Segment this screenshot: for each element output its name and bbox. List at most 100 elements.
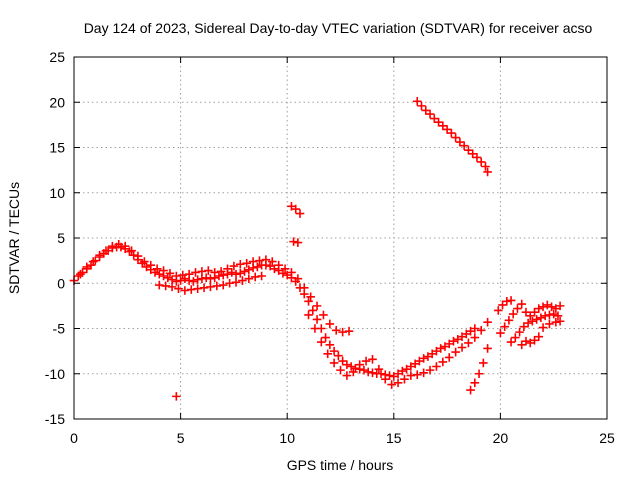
data-point (304, 297, 313, 306)
data-point (334, 351, 343, 360)
data-point (193, 275, 202, 284)
data-point (231, 278, 241, 287)
data-point (108, 241, 117, 251)
data-point (304, 310, 313, 320)
data-point (425, 365, 435, 375)
data-point (466, 385, 475, 395)
y-tick-label: 25 (49, 49, 65, 65)
data-point (140, 257, 149, 266)
data-point (325, 319, 335, 329)
data-point (472, 153, 482, 162)
x-tick-label: 15 (386, 430, 402, 446)
data-point (447, 128, 456, 138)
data-point (555, 301, 565, 311)
data-point (468, 149, 477, 159)
data-point (432, 362, 441, 371)
data-point (231, 269, 241, 279)
data-point (114, 240, 124, 249)
data-point (455, 137, 465, 147)
data-point (206, 274, 215, 284)
data-point (308, 306, 318, 315)
x-tick-label: 20 (493, 430, 509, 446)
data-point (235, 259, 245, 269)
x-tick-label: 10 (279, 430, 295, 446)
data-point (274, 260, 283, 270)
series-isolated-points (172, 202, 492, 401)
data-point (201, 273, 211, 283)
data-point (88, 257, 98, 266)
data-point (412, 97, 422, 106)
data-point (470, 324, 480, 333)
x-tick-label: 5 (177, 430, 185, 446)
data-point (193, 284, 202, 293)
data-point (517, 299, 527, 309)
data-point (306, 292, 315, 302)
data-point (481, 162, 490, 171)
data-point (425, 109, 435, 119)
data-point (295, 209, 305, 218)
data-point (434, 117, 443, 127)
data-point (197, 267, 207, 276)
data-point (470, 378, 480, 388)
data-point (199, 283, 209, 293)
data-point (511, 333, 520, 342)
data-point (479, 358, 488, 368)
data-point (146, 260, 156, 270)
data-point (355, 360, 364, 369)
data-point (385, 371, 394, 380)
data-point (470, 333, 480, 342)
data-point (293, 274, 303, 284)
data-point (555, 316, 565, 326)
data-point (82, 262, 92, 272)
data-point (502, 297, 512, 306)
data-point (457, 343, 467, 352)
data-marks (69, 97, 565, 401)
data-point (464, 338, 473, 348)
data-point (223, 264, 232, 274)
data-point (534, 332, 544, 341)
data-point (336, 365, 345, 375)
data-point (406, 371, 416, 380)
y-tick-label: -5 (53, 321, 66, 337)
data-point (287, 268, 296, 277)
data-point (506, 296, 516, 305)
x-tick-label: 25 (599, 430, 615, 446)
data-point (299, 283, 309, 293)
series-upper-band (76, 240, 354, 337)
data-point (129, 250, 138, 260)
data-point (344, 326, 354, 336)
data-point (500, 322, 509, 331)
y-tick-label: -10 (45, 366, 65, 382)
data-point (348, 367, 358, 377)
data-point (101, 246, 111, 255)
data-point (513, 304, 522, 313)
data-point (152, 264, 162, 274)
data-point (325, 340, 335, 350)
data-point (508, 309, 518, 319)
data-point (338, 356, 347, 366)
data-point (261, 255, 271, 265)
data-point (368, 368, 377, 378)
data-point (244, 274, 254, 284)
data-point (417, 101, 426, 111)
data-point (250, 272, 260, 282)
data-point (474, 369, 484, 379)
data-point (545, 310, 554, 320)
data-point (338, 327, 347, 337)
data-point (525, 311, 535, 321)
data-point (515, 327, 524, 337)
data-point (317, 337, 326, 347)
data-point (459, 141, 469, 150)
data-point (380, 374, 390, 384)
data-point (342, 371, 352, 380)
data-point (291, 204, 301, 214)
data-point (376, 369, 386, 379)
y-tick-label: 20 (49, 94, 65, 110)
data-point (178, 270, 188, 280)
data-point (323, 349, 333, 359)
data-point (225, 278, 234, 288)
data-point (280, 264, 290, 274)
data-point (319, 310, 328, 320)
data-point (419, 368, 428, 378)
data-point (238, 276, 247, 285)
